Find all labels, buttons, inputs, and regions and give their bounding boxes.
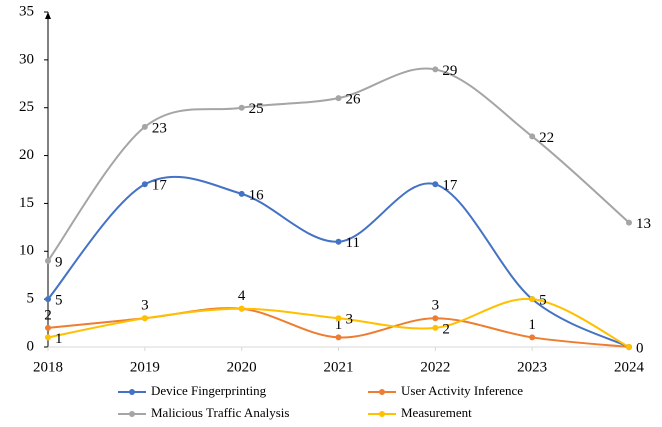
data-label: 2 xyxy=(44,307,52,323)
data-point xyxy=(335,238,342,245)
y-tick-label: 30 xyxy=(19,51,34,67)
data-label: 1 xyxy=(528,317,536,333)
data-point xyxy=(626,344,632,350)
data-point xyxy=(432,315,439,322)
x-tick-label: 2024 xyxy=(614,359,645,375)
data-label: 4 xyxy=(238,288,246,304)
data-label: 5 xyxy=(539,293,547,309)
legend-label: User Activity Inference xyxy=(401,383,523,398)
legend-marker xyxy=(379,389,385,395)
data-point xyxy=(335,315,342,322)
data-label: 17 xyxy=(152,178,168,194)
legend-marker xyxy=(379,411,385,417)
data-label: 26 xyxy=(346,92,362,108)
legend-label: Device Fingerprinting xyxy=(151,383,267,398)
x-tick-label: 2020 xyxy=(227,359,257,375)
data-point xyxy=(529,334,536,341)
y-tick-label: 0 xyxy=(27,338,35,354)
data-label: 23 xyxy=(152,120,167,136)
data-point xyxy=(238,305,245,312)
data-point xyxy=(141,123,148,130)
data-point xyxy=(141,315,148,322)
data-label: 13 xyxy=(636,216,651,232)
data-point xyxy=(141,181,148,188)
data-label: 3 xyxy=(346,312,354,328)
data-label: 1 xyxy=(55,331,63,347)
data-label: 3 xyxy=(141,298,149,314)
data-label: 17 xyxy=(442,178,458,194)
y-tick-label: 35 xyxy=(19,3,34,19)
x-tick-label: 2018 xyxy=(33,359,63,375)
data-label: 25 xyxy=(249,101,264,117)
x-tick-label: 2022 xyxy=(420,359,450,375)
y-axis-arrow xyxy=(45,12,51,19)
legend-label: Measurement xyxy=(401,405,472,420)
data-point xyxy=(432,324,439,331)
data-label: 2 xyxy=(442,321,450,337)
data-point xyxy=(335,95,342,102)
data-point xyxy=(432,66,439,73)
data-label: 22 xyxy=(539,130,554,146)
legend-label: Malicious Traffic Analysis xyxy=(151,405,289,420)
y-tick-label: 10 xyxy=(19,243,34,259)
y-tick-label: 15 xyxy=(19,195,34,211)
data-point xyxy=(45,334,51,341)
y-tick-label: 5 xyxy=(27,291,35,307)
data-point xyxy=(529,296,536,303)
legend-marker xyxy=(129,389,135,395)
data-point xyxy=(45,324,51,331)
data-point xyxy=(626,219,632,226)
data-point xyxy=(45,257,51,264)
data-point xyxy=(45,296,51,303)
data-point xyxy=(238,190,245,197)
x-tick-label: 2023 xyxy=(517,359,547,375)
y-tick-label: 25 xyxy=(19,99,34,115)
data-label: 5 xyxy=(55,293,63,309)
legend-marker xyxy=(129,411,135,417)
data-label: 0 xyxy=(636,340,644,356)
data-label: 11 xyxy=(346,235,360,251)
data-point xyxy=(335,334,342,341)
data-point xyxy=(432,181,439,188)
data-label: 9 xyxy=(55,254,63,270)
data-label: 16 xyxy=(249,187,265,203)
data-point xyxy=(529,133,536,140)
data-point xyxy=(238,104,245,111)
y-tick-label: 20 xyxy=(19,147,34,163)
data-label: 3 xyxy=(432,298,440,314)
data-label: 1 xyxy=(335,317,343,333)
data-label: 29 xyxy=(442,63,457,79)
x-tick-label: 2021 xyxy=(324,359,354,375)
x-tick-label: 2019 xyxy=(130,359,160,375)
